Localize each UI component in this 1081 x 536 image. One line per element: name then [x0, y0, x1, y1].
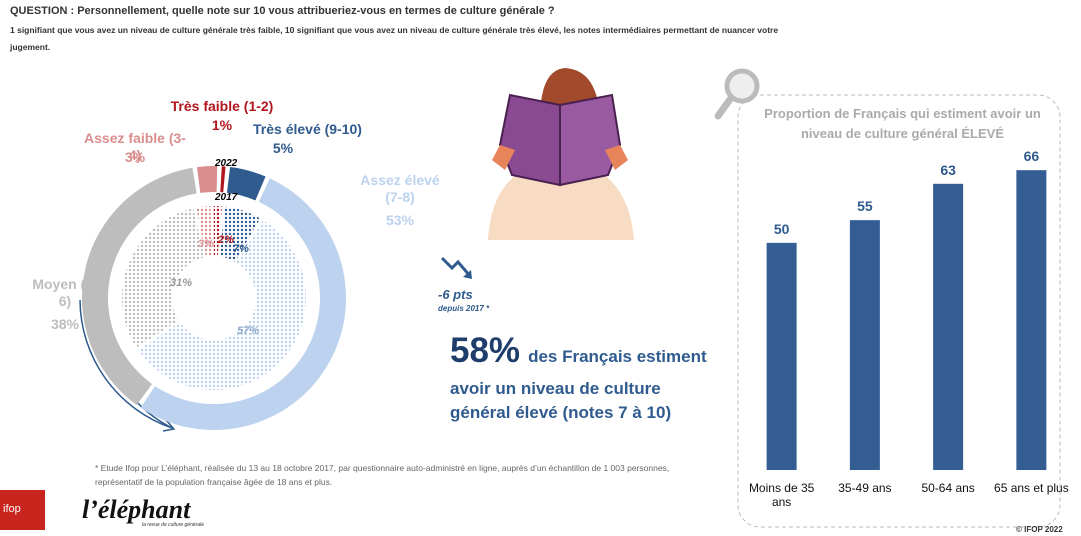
inner-value-label: 2%	[218, 234, 234, 246]
bar	[933, 183, 964, 471]
category-label: Assez élevé (7-8)	[360, 172, 440, 205]
x-tick-label: 50-64 ans	[921, 481, 975, 495]
ring-label: 2022	[215, 158, 238, 169]
bar	[766, 242, 797, 470]
donut-segment	[226, 166, 266, 201]
highlight-text: des Français estiment avoir un niveau de…	[450, 347, 707, 423]
trend-arc	[79, 299, 173, 429]
inner-value-label: 57%	[237, 325, 260, 337]
category-label: Très élevé (9-10)	[253, 121, 362, 137]
bar-value-label: 66	[1023, 148, 1040, 165]
change-note: depuis 2017 *	[438, 304, 490, 313]
x-tick-label: 35-49 ans	[838, 481, 892, 495]
value-label: 38%	[50, 316, 80, 332]
down-icon	[440, 256, 472, 277]
donut-segment	[196, 206, 213, 257]
inner-value-label: 7%	[233, 243, 249, 255]
magnifier-icon	[714, 68, 760, 120]
category-label: Assez faible (3-4)	[84, 130, 186, 163]
elephant-logo: l’éléphant	[82, 495, 191, 524]
value-label: 3%	[124, 149, 146, 165]
donut-segment	[196, 166, 218, 193]
highlight-value: 58%	[450, 331, 521, 370]
donut-segment	[219, 206, 261, 262]
x-tick-label: 65 ans et plus	[994, 481, 1069, 495]
highlight: 58% des Français estiment avoir un niveau…	[450, 326, 715, 426]
bar	[1016, 170, 1047, 470]
footnote: * Etude Ifop pour L’éléphant, réalisée d…	[95, 463, 670, 487]
ring-label: 2017	[215, 192, 238, 203]
bar-value-label: 63	[940, 161, 956, 178]
bar-value-label: 50	[773, 220, 790, 237]
value-label: 53%	[385, 212, 415, 228]
down-icon-head	[463, 270, 472, 279]
elephant-tagline: la revue de culture générale	[142, 522, 204, 528]
bar	[849, 220, 880, 470]
ifop-logo	[0, 490, 45, 530]
bar-panel	[737, 94, 1061, 528]
subtitle: 1 signifiant que vous avez un niveau de …	[10, 25, 779, 52]
copyright: © IFOP 2022	[1016, 525, 1063, 534]
inner-value-label: 3%	[198, 238, 214, 250]
donut-segment	[138, 220, 306, 390]
donut-segment	[220, 166, 226, 193]
change: -6 pts	[438, 287, 473, 302]
donut-segment	[140, 178, 346, 430]
ifop-text: ifop	[3, 503, 21, 515]
category-label: Moyen (5-6)	[32, 276, 98, 309]
arrow-head	[162, 419, 176, 432]
category-label: Très faible (1-2)	[170, 98, 274, 114]
bar-value-label: 55	[857, 198, 873, 215]
value-label: 5%	[272, 140, 294, 156]
donut-segment	[121, 208, 205, 348]
bar-title: Proportion de Français qui estiment avoi…	[764, 106, 1041, 141]
reader-illustration	[488, 68, 634, 240]
x-tick-label: Moins de 35 ans	[748, 481, 815, 510]
donut-segment	[213, 206, 223, 257]
donut-segment	[81, 167, 197, 406]
inner-value-label: 31%	[170, 277, 193, 289]
value-label: 1%	[211, 117, 233, 133]
question: QUESTION : Personnellement, quelle note …	[10, 5, 555, 17]
